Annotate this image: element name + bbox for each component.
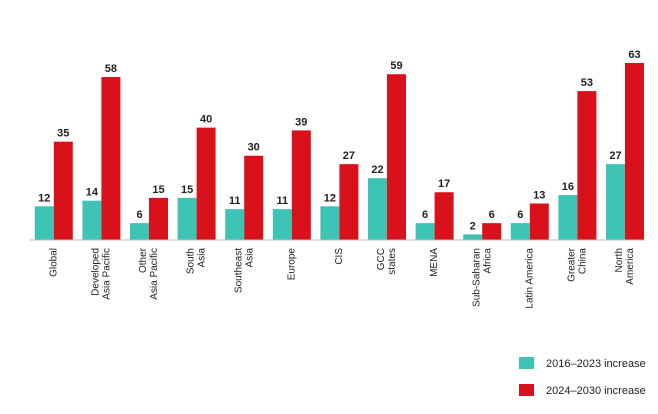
category-label-line: America [625, 248, 636, 285]
value-label-2024-2030-3: 40 [200, 114, 212, 126]
value-label-2024-2030-5: 39 [295, 116, 307, 128]
value-label-2024-2030-10: 13 [533, 189, 545, 201]
category-label-line: China [578, 248, 589, 275]
value-label-2024-2030-0: 35 [57, 128, 69, 140]
legend-swatch-1 [519, 384, 534, 396]
value-label-2016-2023-1: 14 [86, 187, 99, 199]
value-label-2024-2030-1: 58 [105, 63, 117, 75]
value-label-2024-2030-2: 15 [152, 184, 164, 196]
category-labels-layer: Global Developed Asia Pacific Other Asia Pac… [48, 247, 636, 308]
bar-2016-2023-0 [34, 206, 54, 240]
bar-2024-2030-2 [149, 197, 168, 240]
legend-swatch-0 [519, 357, 534, 369]
bar-2024-2030-10 [529, 203, 549, 240]
value-labels-layer: 12 35 14 58 6 15 15 40 11 30 11 39 12 27 22 59 6 17 2 6 6 13 1… [38, 49, 640, 232]
bar-2024-2030-7 [387, 74, 406, 240]
category-label-9: Sub-Saharan Africa [471, 248, 493, 307]
bar-2024-2030-6 [339, 164, 359, 240]
value-label-2024-2030-7: 59 [390, 60, 402, 72]
value-label-2016-2023-5: 11 [276, 195, 288, 207]
bar-2016-2023-2 [130, 223, 149, 240]
legend-label-1: 2024–2030 increase [546, 385, 646, 397]
value-label-2016-2023-2: 6 [136, 209, 142, 221]
category-label-8: MENA [429, 248, 440, 277]
value-label-2016-2023-8: 6 [422, 209, 428, 221]
category-label-line: states [387, 248, 398, 275]
category-label-line: North [614, 248, 625, 272]
category-label-line: MENA [429, 248, 440, 277]
category-label-6: CIS [334, 248, 345, 265]
bar-2016-2023-3 [177, 197, 197, 240]
value-label-2024-2030-4: 30 [248, 142, 260, 154]
bar-2024-2030-9 [482, 223, 502, 240]
category-label-11: Greater China [567, 247, 589, 282]
category-label-line: Sub-Saharan [471, 248, 482, 307]
bar-2024-2030-3 [196, 127, 216, 240]
value-label-2024-2030-11: 53 [581, 77, 593, 89]
bar-2016-2023-9 [463, 234, 483, 240]
value-label-2024-2030-8: 17 [438, 178, 450, 190]
bar-2024-2030-11 [577, 91, 597, 240]
bar-2016-2023-4 [225, 209, 245, 240]
category-label-line: Africa [482, 248, 493, 274]
bar-2024-2030-5 [291, 130, 311, 240]
bar-2024-2030-1 [101, 77, 121, 240]
bar-2024-2030-12 [625, 63, 644, 240]
bar-2016-2023-7 [368, 178, 387, 240]
bar-2016-2023-1 [82, 200, 102, 240]
category-label-4: Southeast Asia [233, 248, 255, 293]
category-label-5: Europe [286, 248, 297, 281]
category-label-line: Global [48, 248, 59, 277]
category-label-line: Latin America [524, 248, 535, 309]
category-label-line: Developed [91, 248, 102, 296]
bar-2016-2023-12 [606, 164, 625, 240]
value-label-2024-2030-9: 6 [489, 209, 495, 221]
category-label-12: North America [614, 248, 636, 285]
value-label-2016-2023-3: 15 [181, 184, 193, 196]
category-label-7: GCC states [376, 248, 398, 275]
bar-2016-2023-6 [320, 206, 340, 240]
category-label-line: CIS [334, 248, 345, 265]
category-label-line: Asia [197, 248, 208, 268]
value-label-2016-2023-10: 6 [517, 209, 523, 221]
bar-2024-2030-4 [244, 155, 264, 240]
legend-label-0: 2016–2023 increase [546, 358, 646, 370]
value-label-2024-2030-6: 27 [343, 150, 355, 162]
value-label-2016-2023-6: 12 [324, 192, 336, 204]
category-label-1: Developed Asia Pacific [91, 248, 113, 300]
category-label-line: Southeast [233, 248, 244, 293]
category-label-line: Other [138, 247, 149, 273]
category-label-2: Other Asia Pacific [138, 247, 160, 299]
category-label-0: Global [48, 248, 59, 277]
category-label-line: GCC [376, 248, 387, 270]
legend: 2016–2023 increase 2024–2030 increase [519, 357, 646, 397]
category-label-line: Asia [244, 248, 255, 268]
category-label-line: Europe [286, 248, 297, 281]
category-label-line: Asia Pacific [149, 248, 160, 300]
category-label-line: Asia Pacific [102, 248, 113, 300]
bar-2024-2030-8 [434, 192, 454, 240]
value-label-2016-2023-11: 16 [562, 181, 574, 193]
category-label-3: South Asia [186, 248, 208, 275]
value-label-2016-2023-9: 2 [470, 220, 476, 232]
bar-2016-2023-10 [510, 223, 530, 240]
bar-2016-2023-5 [272, 209, 292, 240]
category-label-line: South [186, 248, 197, 274]
value-label-2016-2023-4: 11 [229, 195, 241, 207]
bar-2024-2030-0 [53, 141, 73, 240]
bar-2016-2023-11 [558, 195, 578, 240]
bars-layer [34, 63, 644, 240]
value-label-2016-2023-7: 22 [371, 164, 383, 176]
value-label-2016-2023-0: 12 [38, 192, 50, 204]
bar-2016-2023-8 [415, 223, 435, 240]
category-label-10: Latin America [524, 248, 535, 309]
value-label-2024-2030-12: 63 [628, 49, 640, 61]
value-label-2016-2023-12: 27 [609, 150, 621, 162]
category-label-line: Greater [567, 247, 578, 282]
